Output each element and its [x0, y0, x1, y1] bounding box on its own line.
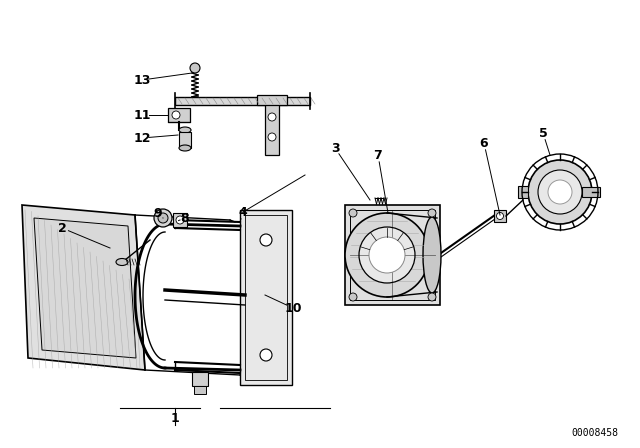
- Text: 12: 12: [133, 132, 151, 145]
- Text: 3: 3: [331, 142, 339, 155]
- Circle shape: [158, 213, 168, 223]
- Text: 2: 2: [58, 221, 67, 234]
- Ellipse shape: [423, 217, 441, 293]
- Circle shape: [349, 209, 357, 217]
- Text: 6: 6: [480, 137, 488, 150]
- Bar: [245, 215, 287, 380]
- Bar: [350, 210, 435, 300]
- Circle shape: [260, 349, 272, 361]
- Text: 10: 10: [284, 302, 301, 314]
- Circle shape: [538, 170, 582, 214]
- Bar: [518, 186, 528, 198]
- Text: 5: 5: [539, 126, 547, 139]
- Circle shape: [428, 209, 436, 217]
- Circle shape: [548, 180, 572, 204]
- Ellipse shape: [179, 127, 191, 133]
- Bar: [265, 100, 279, 155]
- Circle shape: [497, 212, 504, 220]
- Bar: [257, 95, 287, 105]
- Text: 1: 1: [171, 412, 179, 425]
- Circle shape: [260, 234, 272, 246]
- Polygon shape: [22, 205, 145, 370]
- Circle shape: [268, 133, 276, 141]
- Text: 9: 9: [154, 207, 163, 220]
- Bar: [168, 108, 190, 122]
- Bar: [175, 97, 310, 105]
- Ellipse shape: [116, 258, 128, 266]
- Circle shape: [528, 160, 592, 224]
- Bar: [173, 213, 187, 227]
- Circle shape: [428, 293, 436, 301]
- Bar: [494, 210, 506, 222]
- Circle shape: [172, 111, 180, 119]
- Text: 8: 8: [180, 211, 189, 224]
- Text: 7: 7: [374, 148, 382, 161]
- Circle shape: [369, 237, 405, 273]
- Bar: [192, 372, 208, 386]
- Circle shape: [349, 293, 357, 301]
- Bar: [194, 386, 206, 394]
- Bar: [582, 187, 600, 197]
- Polygon shape: [34, 218, 136, 358]
- Circle shape: [176, 216, 184, 224]
- Circle shape: [359, 227, 415, 283]
- Circle shape: [345, 213, 429, 297]
- Text: 4: 4: [239, 206, 248, 219]
- Bar: [179, 132, 191, 148]
- Circle shape: [190, 63, 200, 73]
- Text: 13: 13: [133, 73, 150, 86]
- Bar: [240, 210, 292, 385]
- Text: 11: 11: [133, 108, 151, 121]
- Bar: [345, 205, 440, 305]
- Circle shape: [154, 209, 172, 227]
- Ellipse shape: [179, 145, 191, 151]
- Circle shape: [268, 113, 276, 121]
- Text: 00008458: 00008458: [571, 428, 618, 438]
